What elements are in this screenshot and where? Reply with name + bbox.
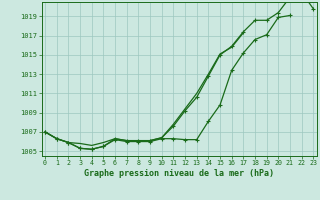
X-axis label: Graphe pression niveau de la mer (hPa): Graphe pression niveau de la mer (hPa) bbox=[84, 169, 274, 178]
